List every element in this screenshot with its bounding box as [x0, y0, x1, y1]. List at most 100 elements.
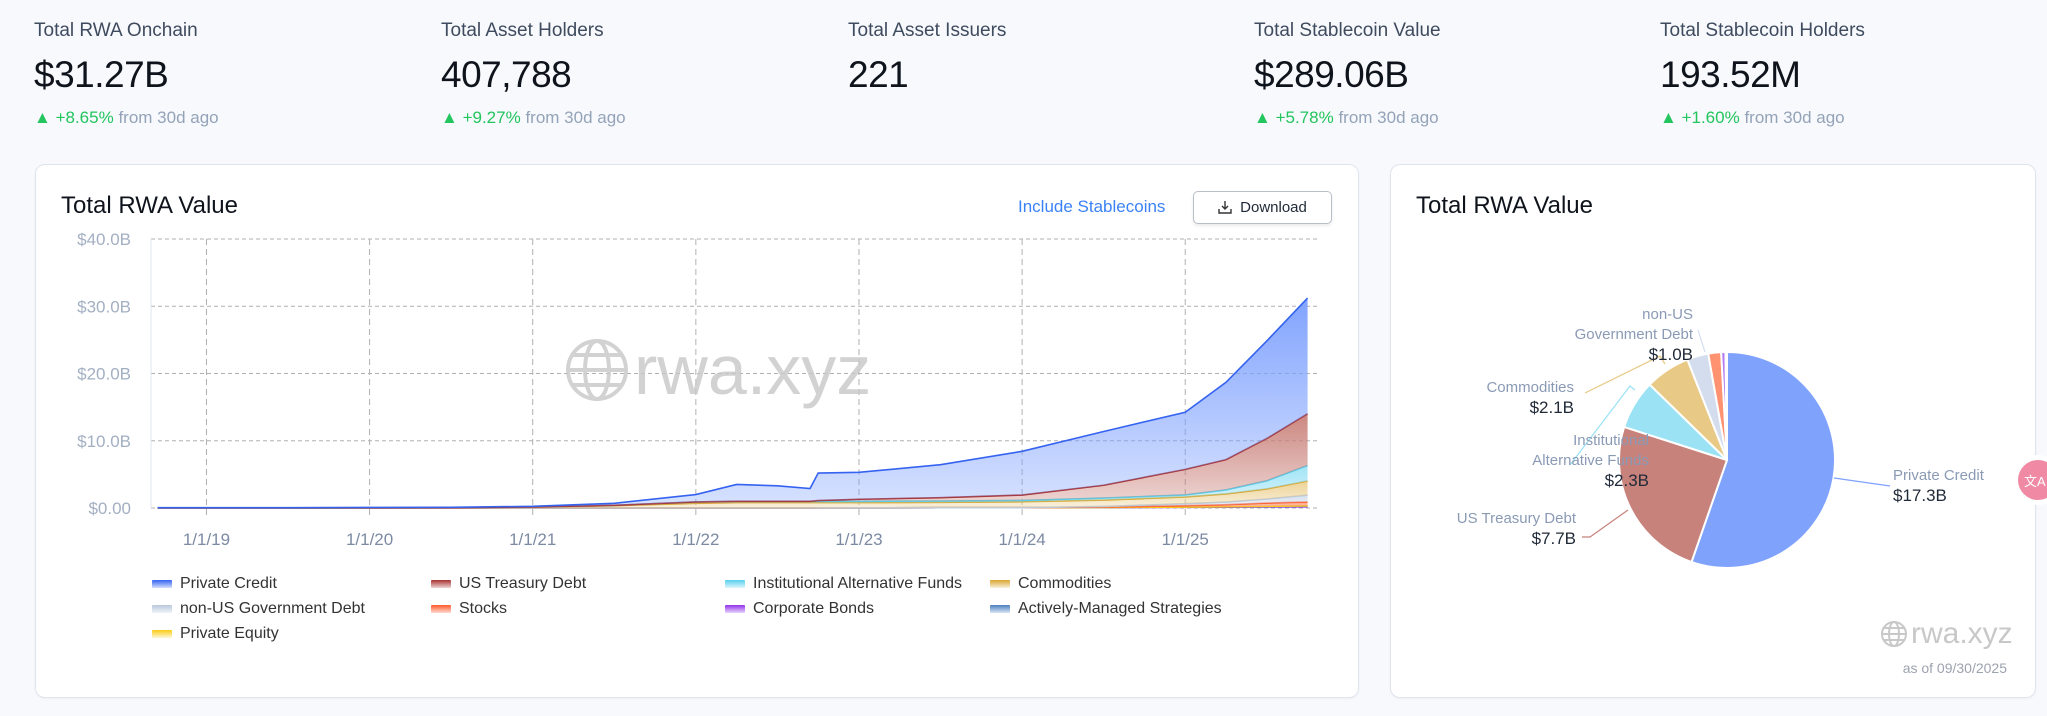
translate-widget-button[interactable]: 文A — [2018, 460, 2047, 500]
include-stablecoins-toggle[interactable]: Include Stablecoins — [1018, 197, 1166, 216]
stat-label: Total Stablecoin Holders — [1660, 20, 1865, 41]
stat-total-asset-issuers: Total Asset Issuers 221 — [848, 20, 1006, 96]
pie-label-us-treasury-debt: US Treasury Debt $7.7B — [1456, 510, 1576, 548]
legend-label: Institutional Alternative Funds — [753, 575, 963, 592]
globe-icon — [1881, 621, 1907, 647]
pie-chart[interactable] — [1390, 290, 2030, 590]
line-private-credit — [157, 297, 1309, 509]
x-tick-label: 1/1/23 — [835, 530, 882, 549]
stat-total-stablecoin-holders: Total Stablecoin Holders 193.52M ▲ +1.60%… — [1660, 20, 1865, 128]
pie-label-institutional-alternative-funds: Institutional Alternative Funds $2.3B — [1532, 432, 1649, 490]
stat-label: Total Asset Holders — [441, 20, 604, 41]
legend-label: Corporate Bonds — [753, 600, 874, 617]
legend-item-commodities[interactable]: Commodities — [990, 575, 1111, 593]
up-triangle-icon: ▲ — [1660, 108, 1677, 127]
download-icon — [1218, 201, 1232, 214]
stat-total-stablecoin-value: Total Stablecoin Value $289.06B ▲ +5.78% … — [1254, 20, 1441, 128]
stat-change-suffix: from 30d ago — [1338, 108, 1439, 127]
y-tick-label: $20.0B — [77, 365, 131, 384]
legend-swatch — [152, 605, 172, 613]
pie-slice-us-treasury-debt[interactable] — [1618, 425, 1729, 564]
pie-watermark-logo: rwa.xyz — [1880, 619, 2013, 649]
stat-total-asset-holders: Total Asset Holders 407,788 ▲ +9.27% from… — [441, 20, 626, 128]
as-of-date: as of 09/30/2025 — [1902, 660, 2007, 676]
x-tick-label: 1/1/21 — [509, 530, 556, 549]
watermark-text: rwa.xyz — [634, 331, 871, 409]
up-triangle-icon: ▲ — [1254, 108, 1271, 127]
x-tick-label: 1/1/25 — [1162, 530, 1209, 549]
stat-total-rwa-onchain: Total RWA Onchain $31.27B ▲ +8.65% from 3… — [34, 20, 219, 128]
legend-label: Private Credit — [180, 575, 277, 592]
stat-label: Total RWA Onchain — [34, 20, 198, 41]
legend-swatch — [990, 580, 1010, 588]
stat-change-percent: +8.65% — [55, 108, 114, 127]
area-card-title: Total RWA Value — [61, 192, 238, 219]
stat-change-suffix: from 30d ago — [525, 108, 626, 127]
legend-label: Private Equity — [180, 625, 279, 642]
pie-leader-line — [1697, 329, 1706, 353]
area-private-credit[interactable] — [157, 298, 1308, 508]
pie-label-private-credit: Private Credit $17.3B — [1893, 467, 1984, 505]
legend-item-stocks[interactable]: Stocks — [431, 600, 507, 618]
stat-value: $31.27B — [34, 54, 169, 95]
legend-label: Stocks — [459, 600, 508, 617]
pie-leader-line — [1833, 477, 1891, 487]
pie-leader-line — [1582, 509, 1629, 538]
area-chart[interactable]: $0.00 $10.0B $20.0B $30.0B $40.0B 1/1/19 1/1/2… — [0, 0, 1360, 560]
y-tick-label: $30.0B — [77, 297, 131, 316]
legend-item-us-treasury-debt[interactable]: US Treasury Debt — [431, 575, 586, 593]
x-tick-label: 1/1/20 — [346, 530, 393, 549]
pie-leader-line — [1584, 355, 1666, 394]
stat-change: ▲ +1.60% from 30d ago — [1660, 108, 1865, 128]
legend-label: non-US Government Debt — [180, 600, 365, 617]
legend-item-corporate-bonds[interactable]: Corporate Bonds — [725, 600, 874, 618]
pie-slice-actively-managed-strategies[interactable] — [1724, 350, 1728, 461]
pie-card-title: Total RWA Value — [1416, 192, 1593, 219]
legend-label: US Treasury Debt — [459, 575, 587, 592]
y-tick-label: $40.0B — [77, 230, 131, 249]
y-tick-label: $10.0B — [77, 432, 131, 451]
x-tick-label: 1/1/22 — [672, 530, 719, 549]
y-tick-label: $0.00 — [88, 499, 131, 518]
stat-value: $289.06B — [1254, 54, 1409, 95]
legend-item-private-equity[interactable]: Private Equity — [152, 625, 279, 643]
legend-swatch — [431, 605, 451, 613]
stat-change: ▲ +5.78% from 30d ago — [1254, 108, 1441, 128]
download-label: Download — [1240, 199, 1307, 216]
up-triangle-icon: ▲ — [34, 108, 51, 127]
legend-swatch — [990, 605, 1010, 613]
chart-watermark: rwa.xyz — [566, 331, 871, 409]
legend-item-actively-managed-strategies[interactable]: Actively-Managed Strategies — [990, 600, 1222, 618]
stat-change-suffix: from 30d ago — [1744, 108, 1845, 127]
legend-item-private-credit[interactable]: Private Credit — [152, 575, 277, 593]
legend-item-institutional-alternative-funds[interactable]: Institutional Alternative Funds — [725, 575, 962, 593]
stat-label: Total Asset Issuers — [848, 20, 1007, 41]
legend-swatch — [431, 580, 451, 588]
legend-label: Commodities — [1018, 575, 1112, 592]
stat-change-suffix: from 30d ago — [118, 108, 219, 127]
legend-item-non-us-government-debt[interactable]: non-US Government Debt — [152, 600, 365, 618]
stat-value: 193.52M — [1660, 54, 1801, 95]
stat-change: ▲ +8.65% from 30d ago — [34, 108, 219, 128]
translate-icon: 文A — [2024, 473, 2046, 489]
stat-change-percent: +1.60% — [1681, 108, 1740, 127]
up-triangle-icon: ▲ — [441, 108, 458, 127]
legend-swatch — [152, 630, 172, 638]
legend-swatch — [725, 580, 745, 588]
stat-value: 407,788 — [441, 54, 572, 95]
stat-value: 221 — [848, 54, 909, 95]
stat-label: Total Stablecoin Value — [1254, 20, 1441, 41]
globe-icon — [566, 339, 628, 401]
stat-change-percent: +9.27% — [462, 108, 521, 127]
legend-label: Actively-Managed Strategies — [1018, 600, 1222, 617]
legend-swatch — [152, 580, 172, 588]
x-tick-label: 1/1/24 — [998, 530, 1045, 549]
pie-label-non-us-government-debt: non-US Government Debt $1.0B — [1574, 306, 1693, 364]
stat-change: ▲ +9.27% from 30d ago — [441, 108, 626, 128]
download-button[interactable]: Download — [1193, 191, 1332, 224]
x-tick-label: 1/1/19 — [183, 530, 230, 549]
pie-label-commodities: Commodities $2.1B — [1486, 379, 1574, 417]
stat-change-percent: +5.78% — [1275, 108, 1334, 127]
legend-swatch — [725, 605, 745, 613]
pie-leader-line — [1569, 385, 1636, 466]
